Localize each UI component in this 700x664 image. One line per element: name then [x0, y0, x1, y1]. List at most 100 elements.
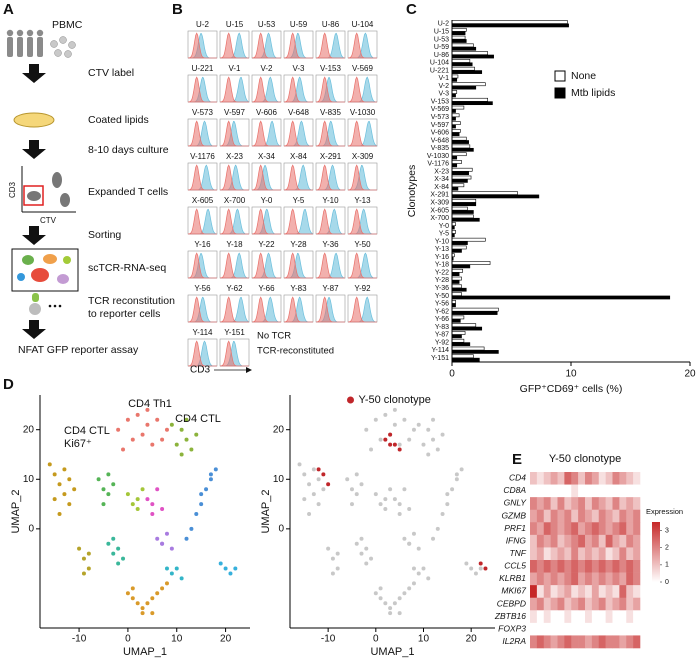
histogram-label: Y-151 — [224, 328, 245, 337]
y-tick-label: Y-10 — [435, 238, 449, 245]
bar — [451, 163, 458, 168]
histogram-label: Y-87 — [322, 284, 339, 293]
point — [77, 546, 82, 551]
row-label: MKI67 — [501, 586, 526, 596]
y-tick-label: 10 — [273, 474, 285, 485]
heatmap-cell — [633, 610, 641, 624]
histogram-curve — [347, 164, 377, 191]
histogram-label: U-53 — [258, 20, 276, 29]
heatmap-cell — [626, 522, 634, 536]
bar — [451, 23, 569, 28]
y-tick-label: X-700 — [430, 215, 449, 222]
point — [160, 541, 165, 546]
heatmap-cell — [591, 522, 600, 536]
legend-swatch — [554, 70, 566, 82]
cluster-label: Ki67⁺ — [64, 438, 92, 450]
heatmap-cell — [530, 622, 538, 636]
heatmap-cell — [550, 472, 558, 485]
bar — [451, 93, 456, 98]
point — [228, 571, 233, 576]
bar — [451, 20, 568, 24]
point — [321, 472, 326, 477]
legend-swatch — [554, 87, 566, 99]
heatmap-cell — [591, 597, 600, 611]
heatmap-cell — [598, 472, 606, 485]
y-tick-label: U-53 — [434, 36, 449, 43]
heatmap-cell — [612, 534, 620, 548]
heatmap-cell — [598, 610, 606, 624]
background-point — [373, 492, 378, 497]
heatmap-cell — [585, 509, 593, 523]
bar — [451, 323, 477, 328]
heatmap-cell — [626, 484, 634, 498]
histogram-curve — [283, 208, 313, 235]
heatmap-cell — [557, 534, 565, 548]
heatmap-cell — [550, 572, 558, 586]
x-tick-label: 20 — [684, 369, 696, 380]
histogram-label: X-34 — [258, 152, 275, 161]
background-point — [421, 442, 426, 447]
background-point — [402, 591, 407, 596]
background-point — [407, 541, 412, 546]
bar — [451, 222, 456, 226]
point — [208, 472, 213, 477]
point — [130, 596, 135, 601]
heatmap-cell — [578, 547, 586, 561]
histogram-curve — [283, 76, 313, 103]
y-tick-label: Y-22 — [435, 269, 449, 276]
histogram-label: Y-16 — [194, 240, 211, 249]
row-label: TNF — [509, 548, 526, 558]
point — [179, 576, 184, 581]
background-point — [402, 417, 407, 422]
point — [135, 601, 140, 606]
flow-plot-icon — [21, 166, 76, 213]
histogram-label: V-573 — [192, 108, 213, 117]
bar — [451, 268, 464, 273]
heatmap-cell — [536, 610, 545, 624]
point — [155, 591, 160, 596]
heatmap-cell — [598, 622, 606, 636]
heatmap-cell — [550, 534, 558, 548]
histogram-label: U-2 — [196, 20, 209, 29]
dish-icon — [13, 112, 55, 128]
y-tick-label: 10 — [23, 474, 35, 485]
histogram-curve — [219, 76, 249, 103]
bar — [451, 66, 475, 71]
bar — [451, 179, 468, 183]
heatmap-cell — [530, 572, 538, 586]
bar — [451, 35, 466, 40]
row-label: IL2RA — [502, 636, 526, 646]
heatmap-cell — [530, 484, 538, 498]
heatmap-cell — [543, 585, 551, 599]
bar — [451, 315, 465, 320]
background-point — [431, 437, 436, 442]
heatmap-cell — [550, 597, 558, 611]
bar — [451, 109, 456, 113]
bar — [451, 261, 491, 265]
x-tick-label: 10 — [565, 369, 577, 380]
histogram-curve — [251, 164, 281, 191]
histogram-label: U-104 — [352, 20, 374, 29]
background-point — [373, 417, 378, 422]
background-point — [326, 546, 331, 551]
heatmap-cell — [557, 522, 565, 536]
histogram-curve — [347, 120, 377, 147]
background-point — [407, 507, 412, 512]
step-label: 8-10 days culture — [88, 144, 169, 156]
y-tick-label: V-2 — [438, 83, 449, 90]
histogram-curve — [251, 32, 281, 59]
y-tick-label: U-104 — [430, 60, 449, 67]
heatmap-cell — [571, 509, 579, 523]
histogram-label: Y-66 — [258, 284, 275, 293]
histogram-curve — [219, 252, 249, 279]
heatmap-cell — [557, 572, 565, 586]
histogram-curve — [219, 32, 249, 59]
heatmap-cell — [598, 509, 606, 523]
background-point — [321, 487, 326, 492]
y-tick-label: Y-114 — [431, 347, 449, 354]
background-point — [426, 452, 431, 457]
background-point — [416, 422, 421, 427]
heatmap-cell — [578, 534, 586, 548]
heatmap-cell — [633, 484, 641, 498]
point — [184, 417, 189, 422]
